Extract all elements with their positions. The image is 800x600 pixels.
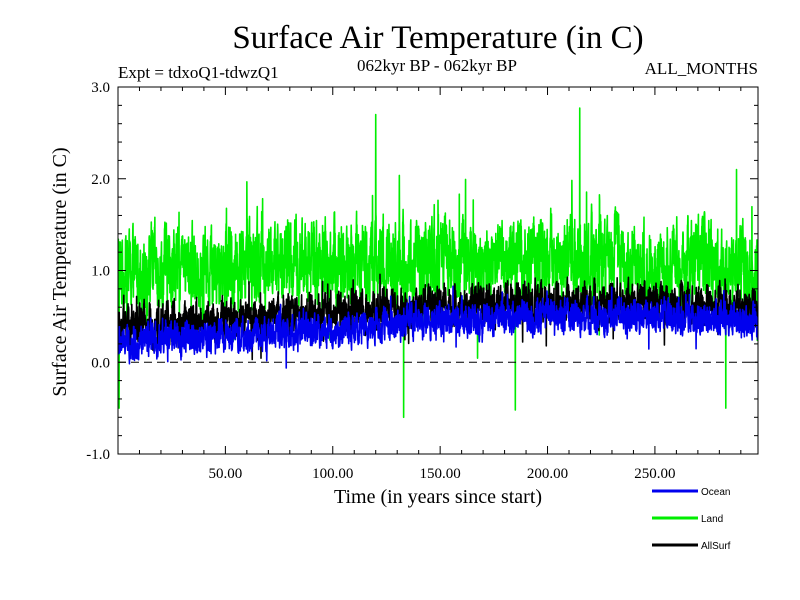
months-label: ALL_MONTHS	[645, 59, 758, 78]
series-layer	[118, 107, 758, 419]
x-tick-label: 250.00	[634, 466, 675, 482]
y-tick-label: -1.0	[86, 447, 110, 463]
legend-label-ocean: Ocean	[701, 487, 730, 498]
legend-label-land: Land	[701, 514, 723, 525]
y-tick-label: 1.0	[91, 264, 110, 280]
legend: Ocean Land AllSurf	[652, 487, 731, 552]
x-tick-label: 200.00	[527, 466, 568, 482]
y-tick-label: 0.0	[91, 355, 110, 371]
x-axis-label: Time (in years since start)	[334, 486, 542, 508]
y-axis-label: Surface Air Temperature (in C)	[49, 147, 71, 396]
legend-label-allsurf: AllSurf	[701, 541, 731, 552]
experiment-label: Expt = tdxoQ1-tdwzQ1	[118, 63, 279, 82]
period-label: 062kyr BP - 062kyr BP	[357, 56, 517, 75]
y-tick-label: 3.0	[91, 80, 110, 96]
y-tick-label: 2.0	[91, 172, 110, 188]
series-line-land	[118, 107, 758, 419]
x-tick-label: 100.00	[312, 466, 353, 482]
chart-title: Surface Air Temperature (in C)	[232, 20, 643, 56]
x-tick-label: 150.00	[420, 466, 461, 482]
axes-layer: 50.00 100.00 150.00 200.00 250.00 -1.0 0.0 1.0 2…	[86, 80, 759, 482]
x-tick-label: 50.00	[209, 466, 243, 482]
series-line-ocean	[118, 285, 758, 369]
